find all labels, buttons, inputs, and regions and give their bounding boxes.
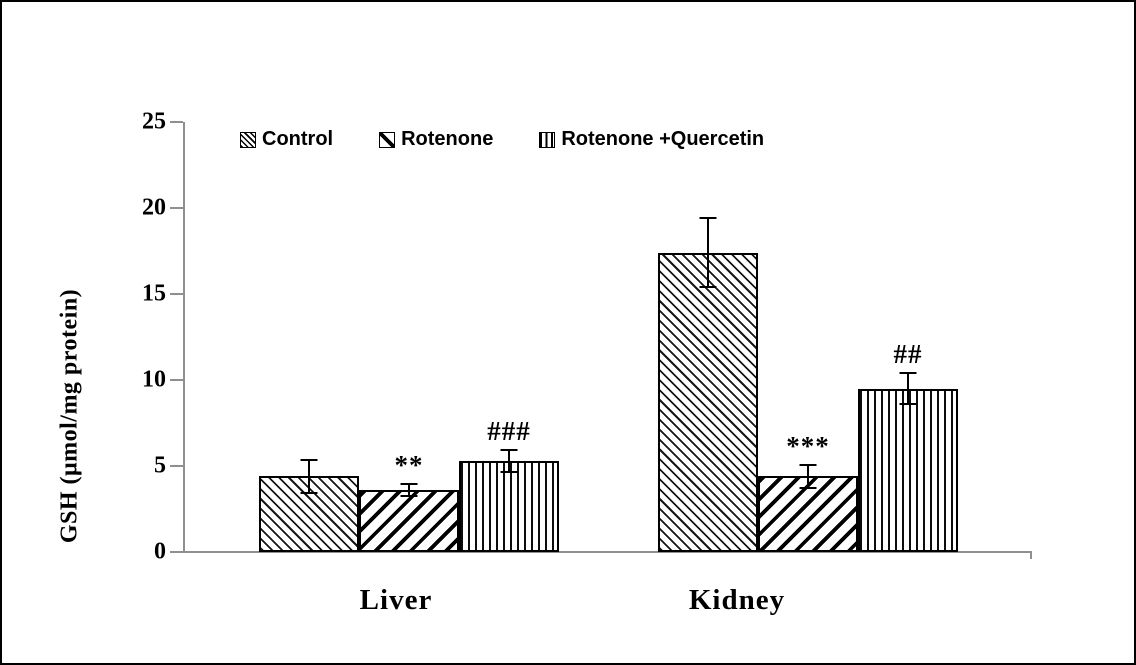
- y-tick-mark: [170, 293, 183, 295]
- error-bar-cap-bottom-liver-control: [300, 491, 318, 494]
- bar-liver-rotenone: [359, 490, 459, 552]
- bar-kidney-rotenone: [758, 476, 858, 552]
- error-bar-cap-top-liver-control: [300, 458, 318, 461]
- y-tick-mark: [170, 379, 183, 381]
- bar-liver-rotenone-quercetin: [459, 460, 559, 552]
- y-tick-mark: [170, 207, 183, 209]
- legend-label-rotenone-quercetin: Rotenone +Quercetin: [561, 128, 765, 150]
- error-bar-cap-bottom-liver-rotenone-quercetin: [500, 471, 518, 474]
- error-bar-liver-rotenone: [408, 484, 410, 497]
- y-tick-label: 15: [142, 280, 166, 307]
- legend: Control Rotenone Rotenone +Quercetin: [240, 128, 764, 151]
- y-tick-label: 20: [142, 194, 166, 221]
- error-bar-kidney-rotenone: [807, 465, 809, 488]
- x-axis-line: [183, 551, 1032, 553]
- x-category-label-liver: Liver: [359, 584, 433, 616]
- x-axis-end-tick: [1030, 551, 1032, 559]
- x-category-label-kidney: Kidney: [688, 584, 786, 616]
- error-bar-cap-bottom-kidney-rotenone: [799, 486, 817, 489]
- y-tick-label: 25: [142, 108, 166, 135]
- y-tick-mark: [170, 551, 183, 553]
- slash-hatch-swatch-icon: [379, 131, 396, 148]
- error-bar-kidney-control: [707, 218, 709, 288]
- error-bar-cap-top-kidney-rotenone: [799, 464, 817, 467]
- y-tick-label: 5: [154, 452, 166, 479]
- y-tick-label: 10: [142, 366, 166, 393]
- y-axis-line: [183, 122, 185, 552]
- bar-kidney-control: [658, 252, 758, 552]
- error-bar-cap-top-liver-rotenone-quercetin: [500, 448, 518, 451]
- error-bar-liver-control: [308, 459, 310, 493]
- y-tick-mark: [170, 465, 183, 467]
- backslash-hatch-swatch-icon: [240, 131, 256, 148]
- bar-kidney-rotenone-quercetin: [858, 388, 958, 552]
- error-bar-liver-rotenone-quercetin: [508, 449, 510, 473]
- significance-marker-kidney-rotenone: ***: [786, 431, 830, 462]
- y-tick-label: 0: [154, 538, 166, 565]
- error-bar-cap-top-kidney-rotenone-quercetin: [899, 372, 917, 375]
- error-bar-cap-bottom-liver-rotenone: [400, 495, 418, 498]
- legend-item-rotenone-quercetin: Rotenone +Quercetin: [539, 128, 764, 151]
- legend-item-rotenone: Rotenone: [379, 128, 493, 151]
- legend-label-control: Control: [262, 128, 334, 150]
- legend-item-control: Control: [240, 128, 333, 151]
- significance-marker-kidney-rotenone-quercetin: ##: [893, 339, 923, 370]
- error-bar-cap-top-kidney-control: [699, 217, 717, 220]
- error-bar-cap-bottom-kidney-rotenone-quercetin: [899, 403, 917, 406]
- significance-marker-liver-rotenone-quercetin: ###: [487, 415, 531, 446]
- y-tick-mark: [170, 121, 183, 123]
- error-bar-kidney-rotenone-quercetin: [907, 373, 909, 405]
- error-bar-cap-top-liver-rotenone: [400, 483, 418, 486]
- vertical-hatch-swatch-icon: [539, 131, 556, 148]
- legend-label-rotenone: Rotenone: [401, 128, 494, 150]
- error-bar-cap-bottom-kidney-control: [699, 286, 717, 289]
- y-axis-title: GSH (μmol/mg protein): [56, 288, 83, 544]
- significance-marker-liver-rotenone: **: [394, 450, 424, 481]
